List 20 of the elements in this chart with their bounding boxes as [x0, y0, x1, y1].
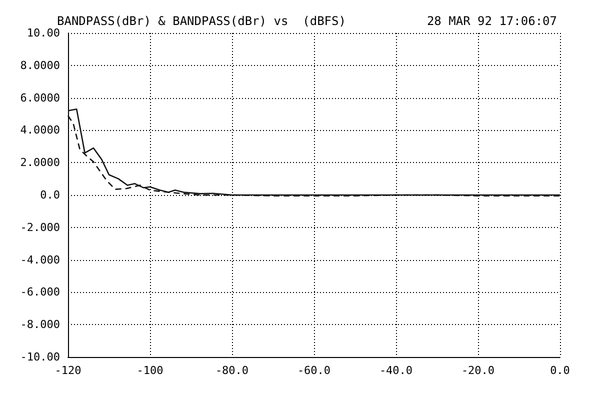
x-tick-label: -120 — [54, 364, 82, 377]
chart-subtitle: 28 MAR 92 17:06:07 — [426, 14, 558, 28]
y-tick-label: -8.000 — [20, 318, 60, 332]
y-tick-label: 2.0000 — [20, 156, 60, 170]
x-tick-label: -100 — [136, 364, 164, 377]
x-tick-label: -60.0 — [297, 364, 331, 377]
y-tick-label: 8.0000 — [20, 58, 60, 72]
x-tick-label: -20.0 — [461, 364, 495, 377]
y-tick-label: -2.000 — [20, 220, 60, 234]
x-tick-label: -80.0 — [215, 364, 249, 377]
y-tick-label: 10.00 — [26, 26, 60, 40]
x-tick-label: 0.0 — [550, 364, 570, 377]
y-tick-label: 4.0000 — [20, 124, 60, 137]
y-tick-label: -6.000 — [20, 286, 60, 299]
y-tick-label: -10.00 — [20, 350, 60, 364]
y-tick-label: -4.000 — [20, 253, 60, 266]
y-tick-label: 6.0000 — [20, 91, 60, 104]
y-tick-label: 0.0 — [40, 188, 60, 202]
chart-title: BANDPASS(dBr) & BANDPASS(dBr) vs (dBFS) — [57, 14, 346, 28]
x-tick-label: -40.0 — [379, 364, 413, 377]
